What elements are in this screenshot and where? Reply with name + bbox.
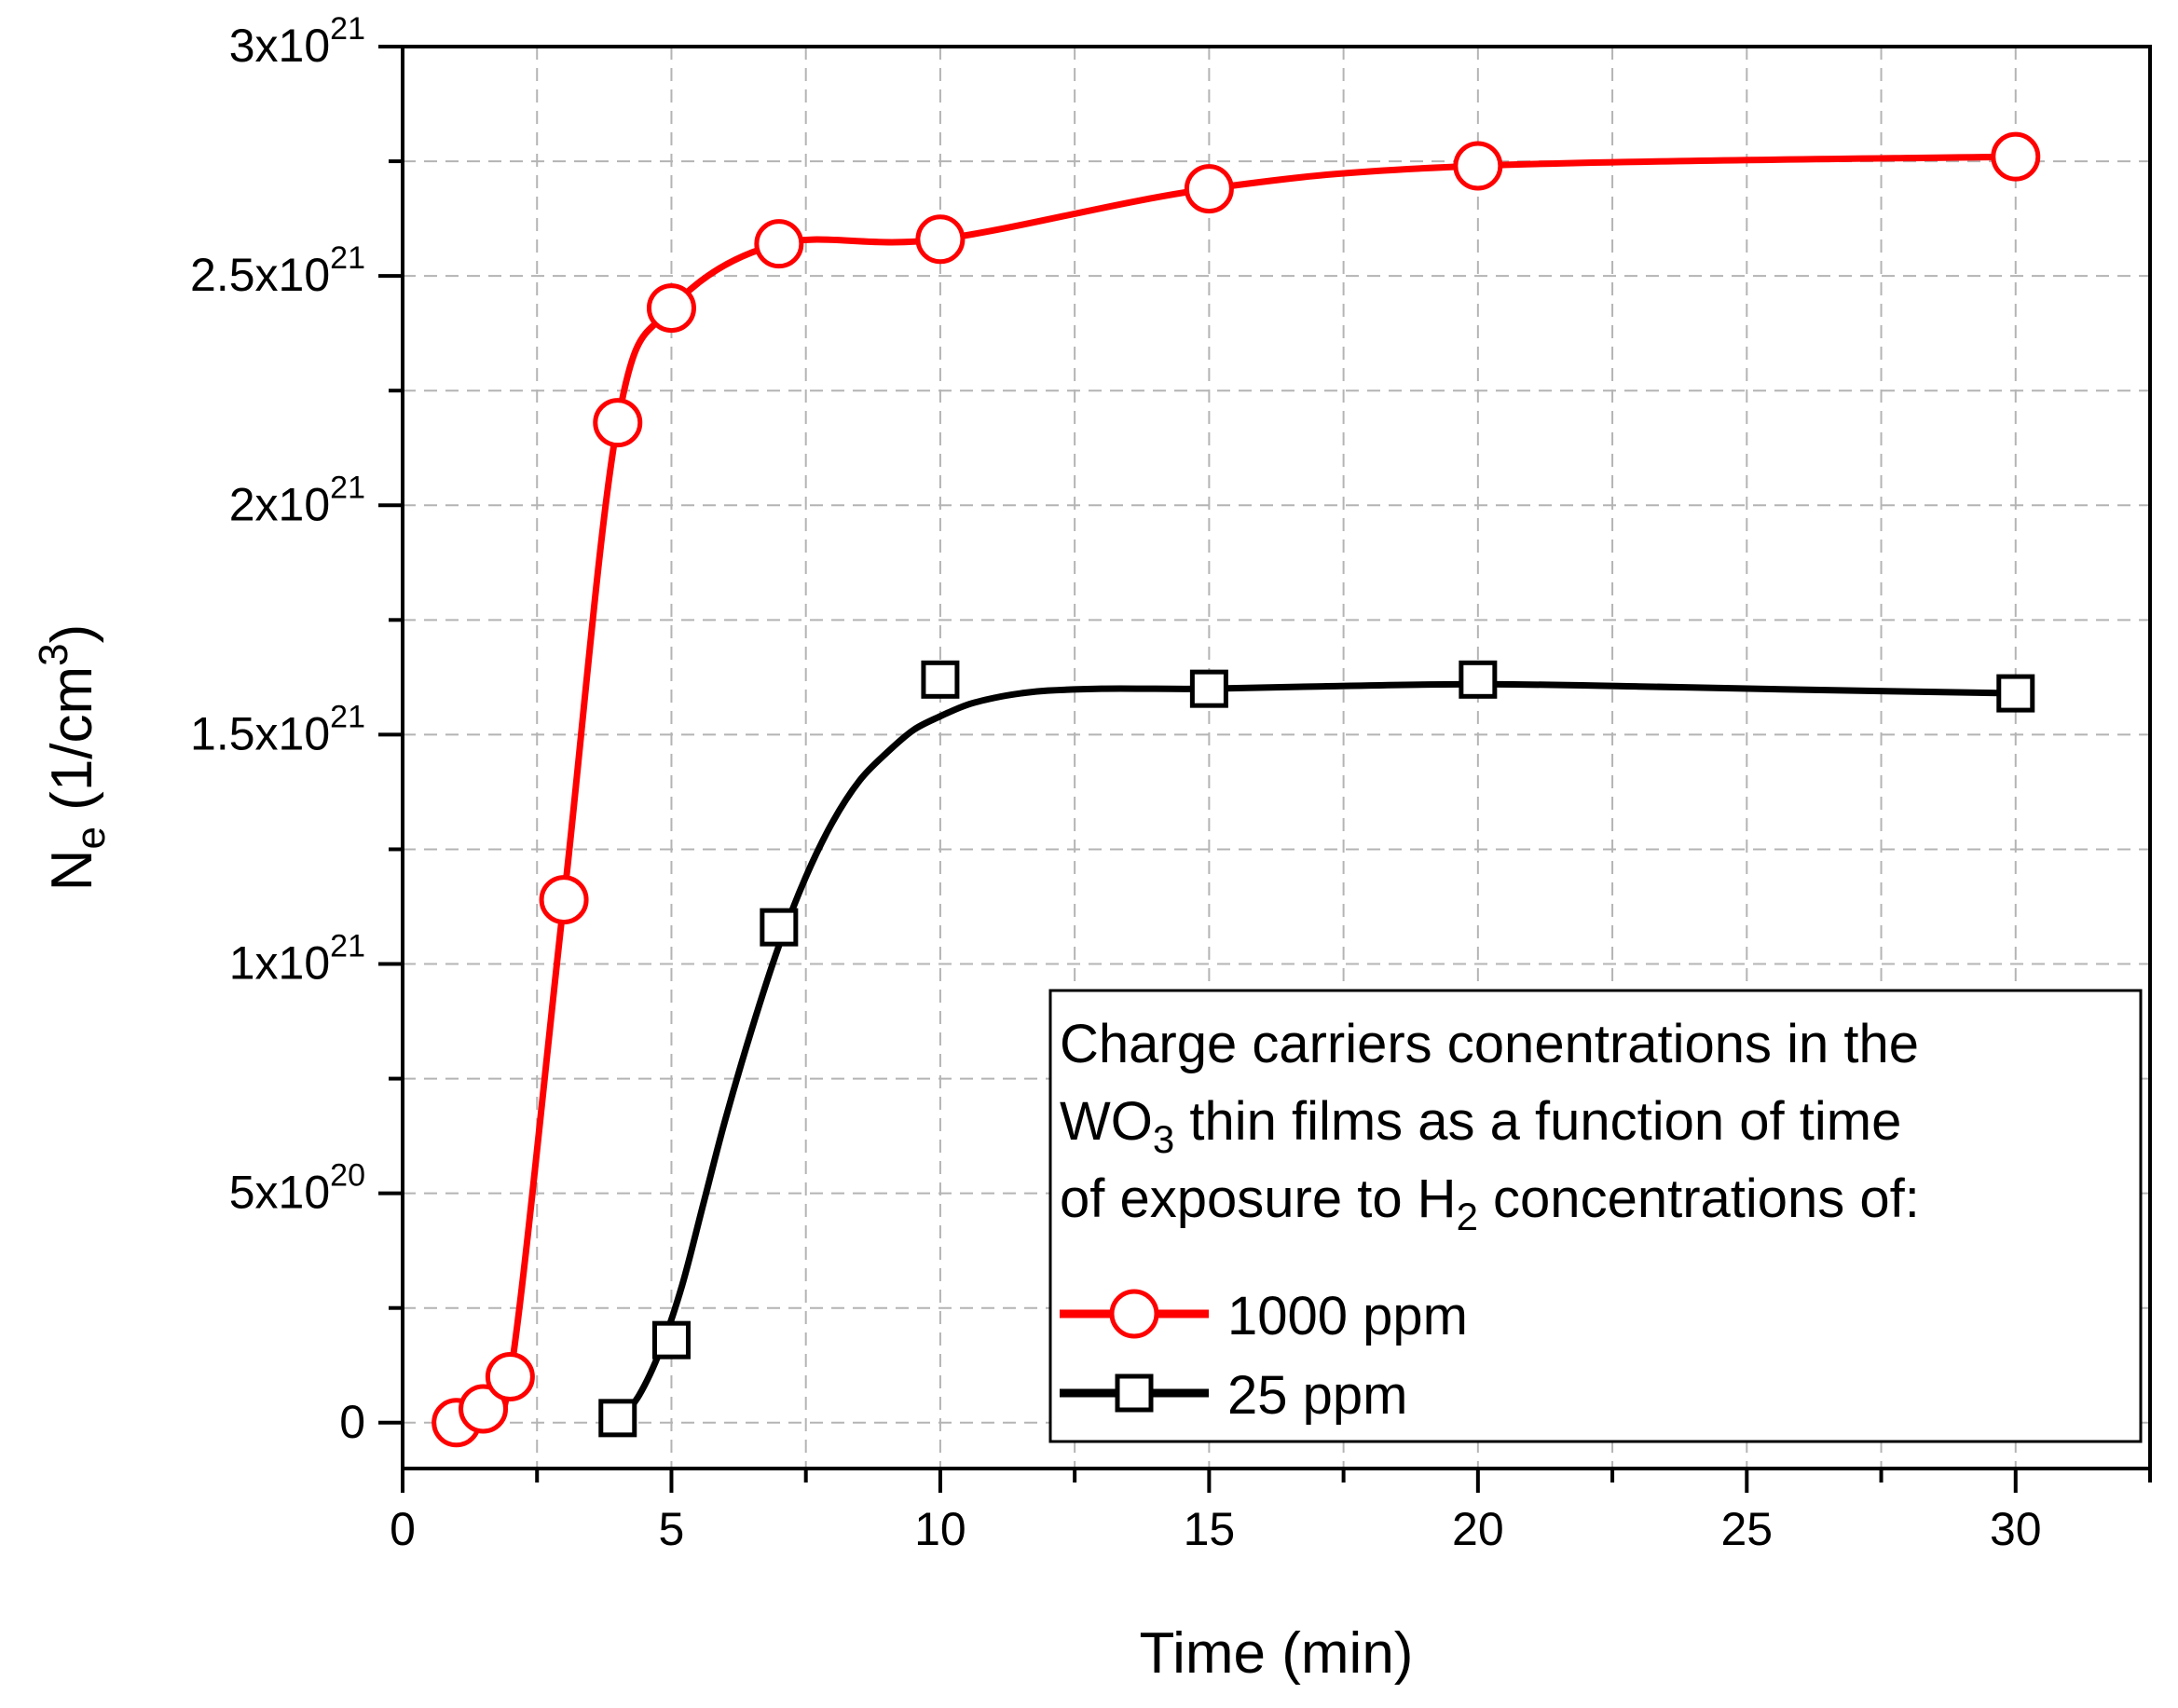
y-tick-label: 0 (339, 1396, 365, 1448)
data-point (459, 1384, 509, 1434)
y-tick-label: 1x1021 (229, 929, 365, 990)
data-point (754, 219, 804, 269)
x-tick-label: 10 (914, 1503, 966, 1555)
data-point (1189, 669, 1228, 708)
y-tick-label: 1.5x1021 (190, 699, 365, 759)
legend-title-line-2-b: thin films as a function of time (1174, 1091, 1901, 1152)
legend-title-line-1: Charge carriers conentrations in the (1060, 1014, 1919, 1074)
series-25-ppm (598, 660, 2035, 1438)
legend-swatch-marker-25ppm (1115, 1373, 1154, 1413)
legend-box (1048, 989, 2143, 1443)
data-point (921, 660, 960, 699)
data-point (1184, 164, 1234, 214)
data-point (1991, 131, 2041, 182)
data-point (1996, 674, 2035, 713)
legend-title-line-3-a: of exposure to H (1060, 1168, 1457, 1229)
data-point (651, 1320, 691, 1360)
data-point (915, 214, 966, 265)
legend-title-line-2-sub: 3 (1153, 1117, 1174, 1161)
data-point (539, 875, 589, 925)
data-point (760, 908, 799, 947)
plot-frame (401, 45, 2152, 1470)
x-tick-label: 30 (1990, 1503, 2042, 1555)
y-axis-title: Ne (1/cm3) (31, 624, 114, 892)
x-tick-label: 5 (659, 1503, 685, 1555)
legend-title-line-3-b: concentrations of: (1478, 1168, 1920, 1229)
x-tick-label: 0 (390, 1503, 416, 1555)
legend-title-line-2-a: WO (1060, 1091, 1153, 1152)
data-point (598, 1399, 637, 1438)
x-tick-label: 25 (1720, 1503, 1773, 1555)
y-axis-title-sub: e (68, 827, 114, 849)
svg-text:Ne (1/cm3): Ne (1/cm3) (31, 624, 114, 892)
data-point (1459, 660, 1498, 699)
y-tick-label: 2.5x1021 (190, 240, 365, 301)
x-tick-label: 20 (1452, 1503, 1504, 1555)
data-point (593, 398, 643, 448)
legend-title-line-2: WO3 thin films as a function of time (1060, 1091, 1901, 1161)
legend-label-25ppm: 25 ppm (1227, 1365, 1407, 1426)
legend: Charge carriers conentrations in the WO3… (1048, 989, 2143, 1443)
y-tick-label: 2x1021 (229, 470, 365, 530)
x-tick-label: 15 (1184, 1503, 1236, 1555)
axes: 0 5 10 15 20 25 30 0 5x1020 1x1021 1.5x1021 2x1021 2… (190, 11, 2152, 1555)
legend-swatch-marker-1000ppm (1109, 1289, 1159, 1339)
legend-title-line-3-sub: 2 (1457, 1195, 1478, 1238)
series-1000-ppm (431, 131, 2041, 1448)
data-point (1453, 141, 1503, 191)
legend-title-line-3: of exposure to H2 concentrations of: (1060, 1168, 1920, 1238)
data-point (646, 283, 696, 334)
x-axis-title: Time (min) (1140, 1621, 1414, 1686)
series-layer (431, 131, 2041, 1448)
y-axis-title-unit: (1/cm (40, 666, 104, 827)
y-tick-label: 3x1021 (229, 11, 365, 72)
y-axis-title-unit-sup: 3 (31, 643, 76, 665)
y-axis-title-base: N (40, 850, 104, 892)
legend-label-1000ppm: 1000 ppm (1227, 1286, 1468, 1346)
y-axis-title-unit-close: ) (40, 624, 104, 644)
data-point (485, 1352, 535, 1402)
y-tick-label: 5x1020 (229, 1158, 365, 1219)
